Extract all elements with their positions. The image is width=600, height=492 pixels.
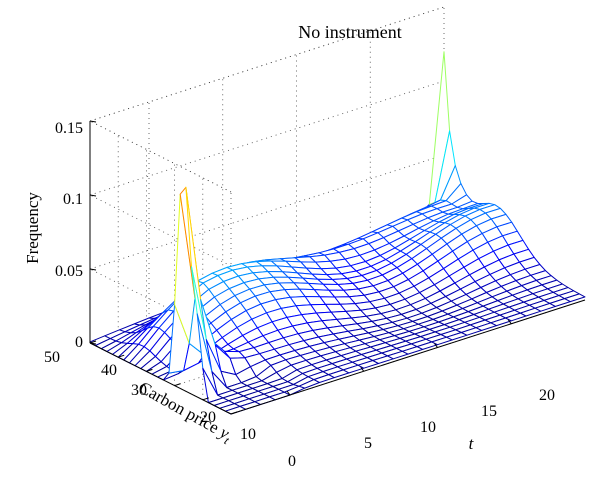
y-axis-line bbox=[89, 342, 232, 415]
x-tick-mark bbox=[507, 319, 512, 325]
z-tick-label: 0.15 bbox=[55, 120, 83, 137]
z-tick-label: 0.05 bbox=[55, 263, 83, 280]
z-tick-mark bbox=[89, 120, 97, 123]
x-tick-labels: 5 10 15 20 bbox=[364, 387, 555, 452]
y-tick-mark bbox=[202, 397, 209, 401]
surface-cell bbox=[564, 293, 586, 303]
x-tick-mark bbox=[434, 343, 438, 348]
grid-line bbox=[89, 154, 445, 270]
x-tick-mark bbox=[286, 390, 291, 396]
x-tick-label: 20 bbox=[539, 387, 555, 404]
y-tick-label: 0 bbox=[288, 453, 296, 470]
y-tick-mark bbox=[174, 383, 181, 387]
y-tick-mark bbox=[230, 411, 238, 415]
grid-line bbox=[89, 80, 445, 196]
surface-mesh bbox=[89, 51, 586, 415]
y-tick-label: 30 bbox=[131, 382, 147, 399]
y-tick-labels: 0 10 20 30 40 50 bbox=[44, 349, 296, 470]
chart-title: No instrument bbox=[298, 22, 402, 42]
grid-line bbox=[89, 6, 445, 122]
x-tick-label: 10 bbox=[420, 419, 436, 436]
plot-axes bbox=[89, 120, 586, 415]
y-tick-label: 40 bbox=[101, 362, 117, 379]
z-tick-labels: 0 0.05 0.1 0.15 bbox=[55, 120, 83, 351]
z-tick-label: 0.1 bbox=[63, 191, 83, 208]
y-tick-mark bbox=[118, 354, 125, 358]
y-tick-label: 10 bbox=[240, 426, 256, 443]
z-tick-label: 0 bbox=[75, 334, 83, 351]
y-tick-mark bbox=[89, 340, 97, 344]
x-tick-mark bbox=[360, 366, 365, 372]
z-axis-label: Frequency bbox=[23, 192, 42, 264]
x-tick-label: 15 bbox=[481, 403, 497, 420]
z-tick-mark bbox=[89, 194, 97, 197]
y-tick-label: 50 bbox=[44, 349, 60, 366]
x-tick-label: 5 bbox=[364, 435, 372, 452]
z-tick-mark bbox=[89, 268, 97, 271]
y-tick-mark bbox=[146, 368, 153, 372]
y-tick-label: 20 bbox=[200, 409, 216, 426]
x-axis-label: t bbox=[469, 434, 475, 453]
